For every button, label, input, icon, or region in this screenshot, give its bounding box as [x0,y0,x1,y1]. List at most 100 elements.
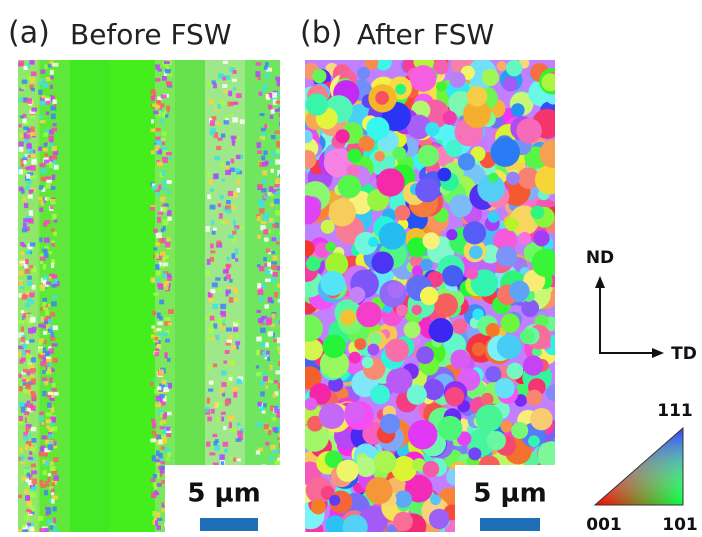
grain [233,192,238,197]
grain [214,156,220,160]
grain [222,84,227,88]
grain [22,379,26,382]
grain [153,247,157,250]
grain [420,259,432,271]
grain [275,101,280,104]
grain [258,402,262,406]
grain [212,80,216,84]
grain [157,283,162,287]
axis-label: TD [671,344,697,364]
grain [22,524,26,528]
grain [335,129,349,143]
grain [207,417,212,422]
grain [206,407,209,413]
grain [298,240,314,256]
grain [226,265,230,270]
grain [49,377,53,383]
grain [257,77,260,80]
ipf-label: 101 [662,515,698,535]
grain [507,363,524,380]
grain [501,314,520,333]
grain [256,372,262,376]
grain [31,116,35,119]
grain [25,495,30,501]
grain [205,316,208,319]
grain [279,320,283,324]
grain [48,319,53,323]
grain [53,457,58,462]
grain [166,152,172,155]
grain [257,216,261,221]
grain [420,287,438,305]
grain [162,157,168,163]
grain [45,310,49,315]
grain [368,237,378,247]
grain [22,119,26,123]
grain [458,153,475,170]
grain [48,499,51,502]
grain [268,331,273,336]
grain [262,283,265,288]
grain [19,147,24,152]
grain [533,230,549,246]
grain [50,398,54,401]
grain [20,133,23,137]
grain [219,321,222,325]
grain [216,122,221,125]
grain [349,287,365,303]
grain [21,310,24,313]
grain [541,73,559,91]
grain [311,499,326,514]
grain [23,369,27,373]
grain [208,298,212,302]
grain [52,471,58,475]
grain [206,336,210,341]
grain [39,348,43,353]
grain [160,197,165,202]
grain [280,449,285,453]
grain [40,79,46,82]
grain [271,251,275,254]
grain [208,389,213,392]
grain [19,416,23,421]
grain [261,343,266,348]
grain [31,107,36,111]
grain [213,174,217,180]
grain [218,138,223,141]
grain [279,185,284,190]
grain [43,331,47,335]
grain [27,281,32,286]
grain [19,280,23,286]
grain [380,414,400,434]
grain [210,257,214,262]
grain [221,382,226,387]
grain [211,220,214,225]
grain [42,377,48,381]
grain [43,132,48,136]
grain [23,66,27,70]
grain [26,186,30,190]
grain [260,113,265,116]
grain [18,99,21,102]
grain [20,242,24,246]
grain [42,298,47,302]
grain [388,281,405,298]
grain [259,381,265,385]
grain [395,490,412,507]
grain [206,442,210,447]
grain [532,249,560,277]
grain [230,456,234,459]
grain [51,369,55,372]
grain [279,174,283,177]
grain [167,358,171,362]
grain [371,251,393,273]
grain [20,286,25,289]
grain [233,287,237,290]
grain [48,434,53,438]
grain [159,300,164,305]
grain [235,258,238,261]
grain [209,452,215,455]
grain [28,221,34,224]
grain [258,92,262,96]
grain [275,210,281,215]
